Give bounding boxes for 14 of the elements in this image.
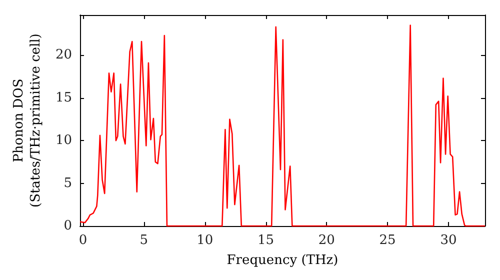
y-tick-label: 15 (55, 90, 72, 106)
y-tick-label: 20 (55, 48, 72, 63)
y-axis-title: Phonon DOS (States/THz·primitive cell) (12, 33, 44, 208)
x-tick-label: 20 (318, 233, 335, 248)
x-tick-label: 5 (140, 233, 148, 248)
x-tick-label: 25 (379, 233, 396, 248)
x-tick-label: 15 (257, 233, 274, 248)
x-tick-label: 10 (196, 233, 214, 248)
y-tick-label: 0 (64, 218, 72, 234)
y-tick-label: 5 (64, 176, 72, 191)
y-tick-label: 10 (55, 133, 72, 148)
x-axis-title: Frequency (THz) (226, 252, 338, 268)
x-tick-label: 0 (78, 233, 88, 248)
x-tick-label: 30 (440, 233, 457, 248)
